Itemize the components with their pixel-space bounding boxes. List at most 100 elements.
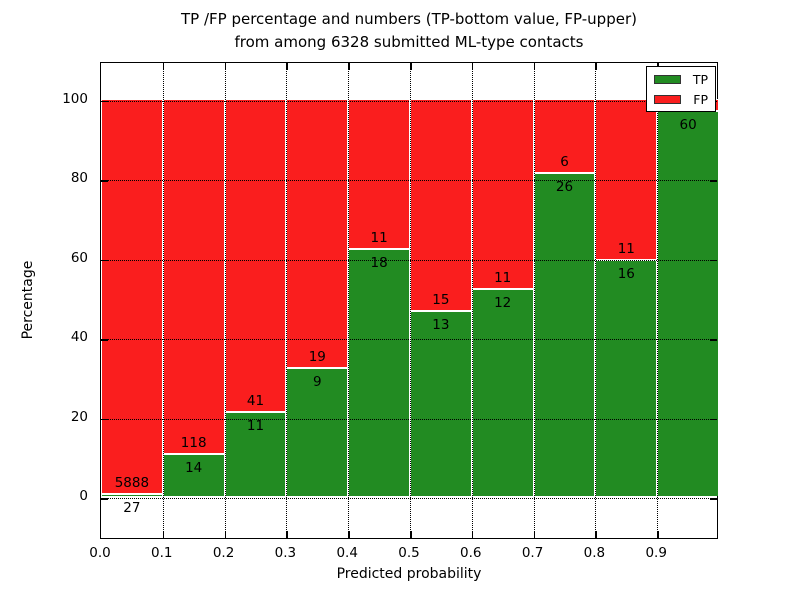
x-tick-label: 0.0: [89, 545, 111, 561]
right-tick-mark: [710, 418, 717, 420]
bar-segment-fp: [533, 98, 596, 174]
bar-segment-tp: [162, 453, 225, 496]
bar-label-fp: 118: [180, 434, 207, 451]
y-axis-label: Percentage: [20, 260, 36, 340]
x-tick-label: 0.4: [336, 545, 358, 561]
bottom-tick-mark: [657, 531, 659, 538]
y-tick-label: 40: [70, 329, 88, 345]
y-tick-label: 100: [62, 90, 88, 107]
left-tick-mark: [101, 180, 108, 182]
y-tick-label: 20: [70, 408, 88, 425]
v-gridline: [348, 63, 350, 538]
top-tick-mark: [162, 63, 165, 70]
plot-area: 5888271181441111991118151311126261116260…: [100, 62, 719, 539]
v-gridline: [224, 63, 226, 538]
bar-label-tp: 27: [123, 500, 141, 517]
legend-swatch-fp: [654, 94, 681, 104]
right-tick-mark: [710, 339, 717, 341]
chart-title-line2: from among 6328 submitted ML-type contac…: [234, 32, 584, 51]
bar-segment-fp: [348, 98, 410, 250]
top-tick-mark: [410, 63, 412, 70]
bar-label-tp: 14: [185, 459, 203, 476]
chart-title: TP /FP percentage and numbers (TP-bottom…: [100, 8, 718, 53]
right-tick-mark: [710, 498, 717, 500]
bar-segment-fp: [286, 98, 349, 369]
top-tick-mark: [286, 63, 288, 70]
bar-label-tp: 9: [312, 374, 322, 391]
chart-title-line1: TP /FP percentage and numbers (TP-bottom…: [181, 10, 637, 28]
left-tick-mark: [101, 418, 108, 420]
bar-segment-tp: [595, 260, 658, 496]
left-tick-mark: [101, 259, 108, 261]
bottom-tick-mark: [224, 531, 227, 538]
x-tick-label: 0.8: [583, 545, 606, 561]
bottom-tick-mark: [471, 531, 474, 538]
top-tick-mark: [533, 63, 536, 70]
bar-label-fp: 11: [370, 230, 388, 247]
bottom-tick-mark: [286, 531, 288, 538]
h-gridline: [101, 418, 717, 420]
y-tick-label: 60: [70, 249, 88, 266]
bar-label-fp: 41: [246, 392, 265, 409]
x-tick-label: 0.1: [151, 545, 173, 561]
x-tick-label: 0.9: [645, 545, 667, 561]
legend-swatch-tp: [654, 74, 681, 84]
top-tick-mark: [471, 63, 474, 70]
left-tick-mark: [101, 498, 108, 500]
x-tick-label: 0.6: [460, 545, 482, 561]
bar-label-fp: 15: [432, 292, 450, 309]
bottom-tick-mark: [533, 531, 536, 538]
h-gridline: [101, 498, 717, 499]
bar-segment-fp: [410, 98, 472, 312]
legend-label-fp: FP: [693, 91, 708, 107]
left-tick-mark: [101, 100, 108, 102]
x-tick-label: 0.3: [274, 545, 297, 561]
legend-entry-fp: FP: [654, 92, 708, 107]
bottom-tick-mark: [162, 531, 165, 538]
x-axis-label: Predicted probability: [336, 566, 482, 582]
h-gridline: [101, 100, 717, 102]
y-tick-label: 0: [79, 488, 88, 504]
bar-segment-fp: [471, 98, 534, 289]
v-gridline: [533, 63, 535, 538]
bar-label-tp: 13: [432, 317, 450, 334]
v-gridline: [471, 63, 473, 538]
v-gridline: [162, 63, 164, 538]
top-tick-mark: [224, 63, 227, 70]
bottom-tick-mark: [595, 531, 597, 538]
bar-label-tp: 26: [555, 179, 574, 196]
bar-segment-tp: [224, 411, 287, 496]
bar-segment-fp: [224, 98, 287, 412]
top-tick-mark: [348, 63, 350, 70]
v-gridline: [410, 63, 411, 538]
top-tick-mark: [595, 63, 597, 70]
bar-label-fp: 5888: [114, 475, 150, 492]
v-gridline: [286, 63, 288, 538]
bar-label-tp: 18: [370, 255, 388, 272]
bar-label-tp: 16: [617, 266, 635, 283]
bottom-tick-mark: [410, 531, 412, 538]
bar-segment-tp: [101, 494, 163, 496]
right-tick-mark: [710, 180, 717, 182]
legend-entry-tp: TP: [654, 72, 708, 87]
bar-label-fp: 11: [617, 241, 635, 258]
bar-label-fp: 19: [308, 349, 326, 366]
x-tick-label: 0.7: [521, 545, 544, 561]
bar-segment-fp: [162, 98, 225, 454]
x-tick-label: 0.2: [212, 545, 235, 561]
h-gridline: [101, 259, 717, 261]
y-tick-label: 80: [70, 170, 88, 186]
bar-segment-tp: [348, 249, 410, 496]
left-tick-mark: [101, 339, 108, 341]
h-gridline: [101, 339, 717, 340]
bar-segment-tp: [471, 288, 534, 496]
bar-segment-tp: [657, 111, 719, 496]
bar-segment-fp: [101, 98, 163, 495]
right-tick-mark: [710, 259, 717, 261]
legend: TP FP: [646, 66, 716, 112]
legend-label-tp: TP: [692, 71, 708, 87]
x-tick-label: 0.5: [398, 545, 420, 561]
bar-segment-tp: [533, 173, 596, 496]
bar-label-tp: 11: [246, 417, 265, 434]
